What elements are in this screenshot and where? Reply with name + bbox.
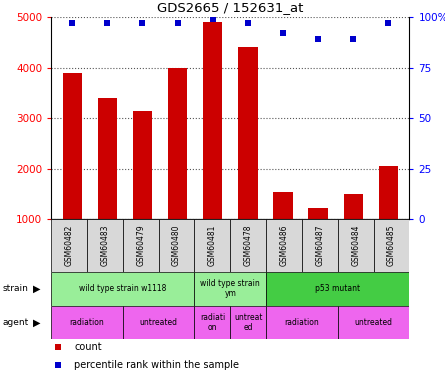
Point [279, 30, 287, 36]
Bar [87, 219, 123, 272]
Text: GSM60479: GSM60479 [136, 225, 145, 266]
Bar [266, 219, 302, 272]
Point [209, 16, 216, 22]
Bar [51, 272, 194, 306]
Text: wild type strain w1118: wild type strain w1118 [79, 284, 166, 293]
Text: untreated: untreated [140, 318, 178, 327]
Point [350, 36, 357, 42]
Point [315, 36, 322, 42]
Bar [266, 306, 338, 339]
Bar [51, 306, 123, 339]
Text: radiation: radiation [284, 318, 320, 327]
Text: GSM60480: GSM60480 [172, 225, 181, 266]
Text: GSM60483: GSM60483 [101, 225, 109, 266]
Bar [302, 219, 338, 272]
Text: radiati
on: radiati on [200, 313, 225, 332]
Point [55, 344, 62, 350]
Text: agent: agent [2, 318, 28, 327]
Bar [203, 22, 222, 219]
Bar [98, 98, 117, 219]
Bar [51, 219, 87, 272]
Bar [133, 111, 152, 219]
Text: GSM60485: GSM60485 [387, 225, 396, 266]
Text: wild type strain
ym: wild type strain ym [200, 279, 260, 298]
Bar [168, 68, 187, 219]
Point [55, 362, 62, 368]
Point [69, 20, 76, 26]
Bar [194, 219, 231, 272]
Point [174, 20, 181, 26]
Text: ▶: ▶ [33, 284, 40, 294]
Bar [338, 219, 374, 272]
Bar [123, 306, 194, 339]
Text: untreat
ed: untreat ed [234, 313, 263, 332]
Text: GSM60482: GSM60482 [65, 225, 73, 266]
Bar [63, 73, 82, 219]
Bar [308, 208, 328, 219]
Text: p53 mutant: p53 mutant [315, 284, 360, 293]
Text: GSM60486: GSM60486 [279, 225, 288, 266]
Bar [231, 306, 266, 339]
Text: radiation: radiation [69, 318, 105, 327]
Bar [344, 194, 363, 219]
Bar [231, 219, 266, 272]
Bar [273, 192, 293, 219]
Bar [379, 166, 398, 219]
Point [139, 20, 146, 26]
Bar [194, 306, 231, 339]
Text: percentile rank within the sample: percentile rank within the sample [74, 360, 239, 370]
Text: GSM60478: GSM60478 [244, 225, 253, 266]
Text: GSM60481: GSM60481 [208, 225, 217, 266]
Point [104, 20, 111, 26]
Bar [194, 272, 266, 306]
Text: GSM60484: GSM60484 [351, 225, 360, 266]
Bar [338, 306, 409, 339]
Bar [266, 272, 409, 306]
Text: ▶: ▶ [33, 318, 40, 327]
Text: untreated: untreated [355, 318, 392, 327]
Text: GSM60487: GSM60487 [316, 225, 324, 266]
Point [244, 20, 251, 26]
Text: count: count [74, 342, 102, 352]
Point [385, 20, 392, 26]
Bar [238, 47, 258, 219]
Text: strain: strain [2, 284, 28, 293]
Bar [159, 219, 194, 272]
Bar [123, 219, 159, 272]
Title: GDS2665 / 152631_at: GDS2665 / 152631_at [157, 2, 303, 14]
Bar [374, 219, 409, 272]
